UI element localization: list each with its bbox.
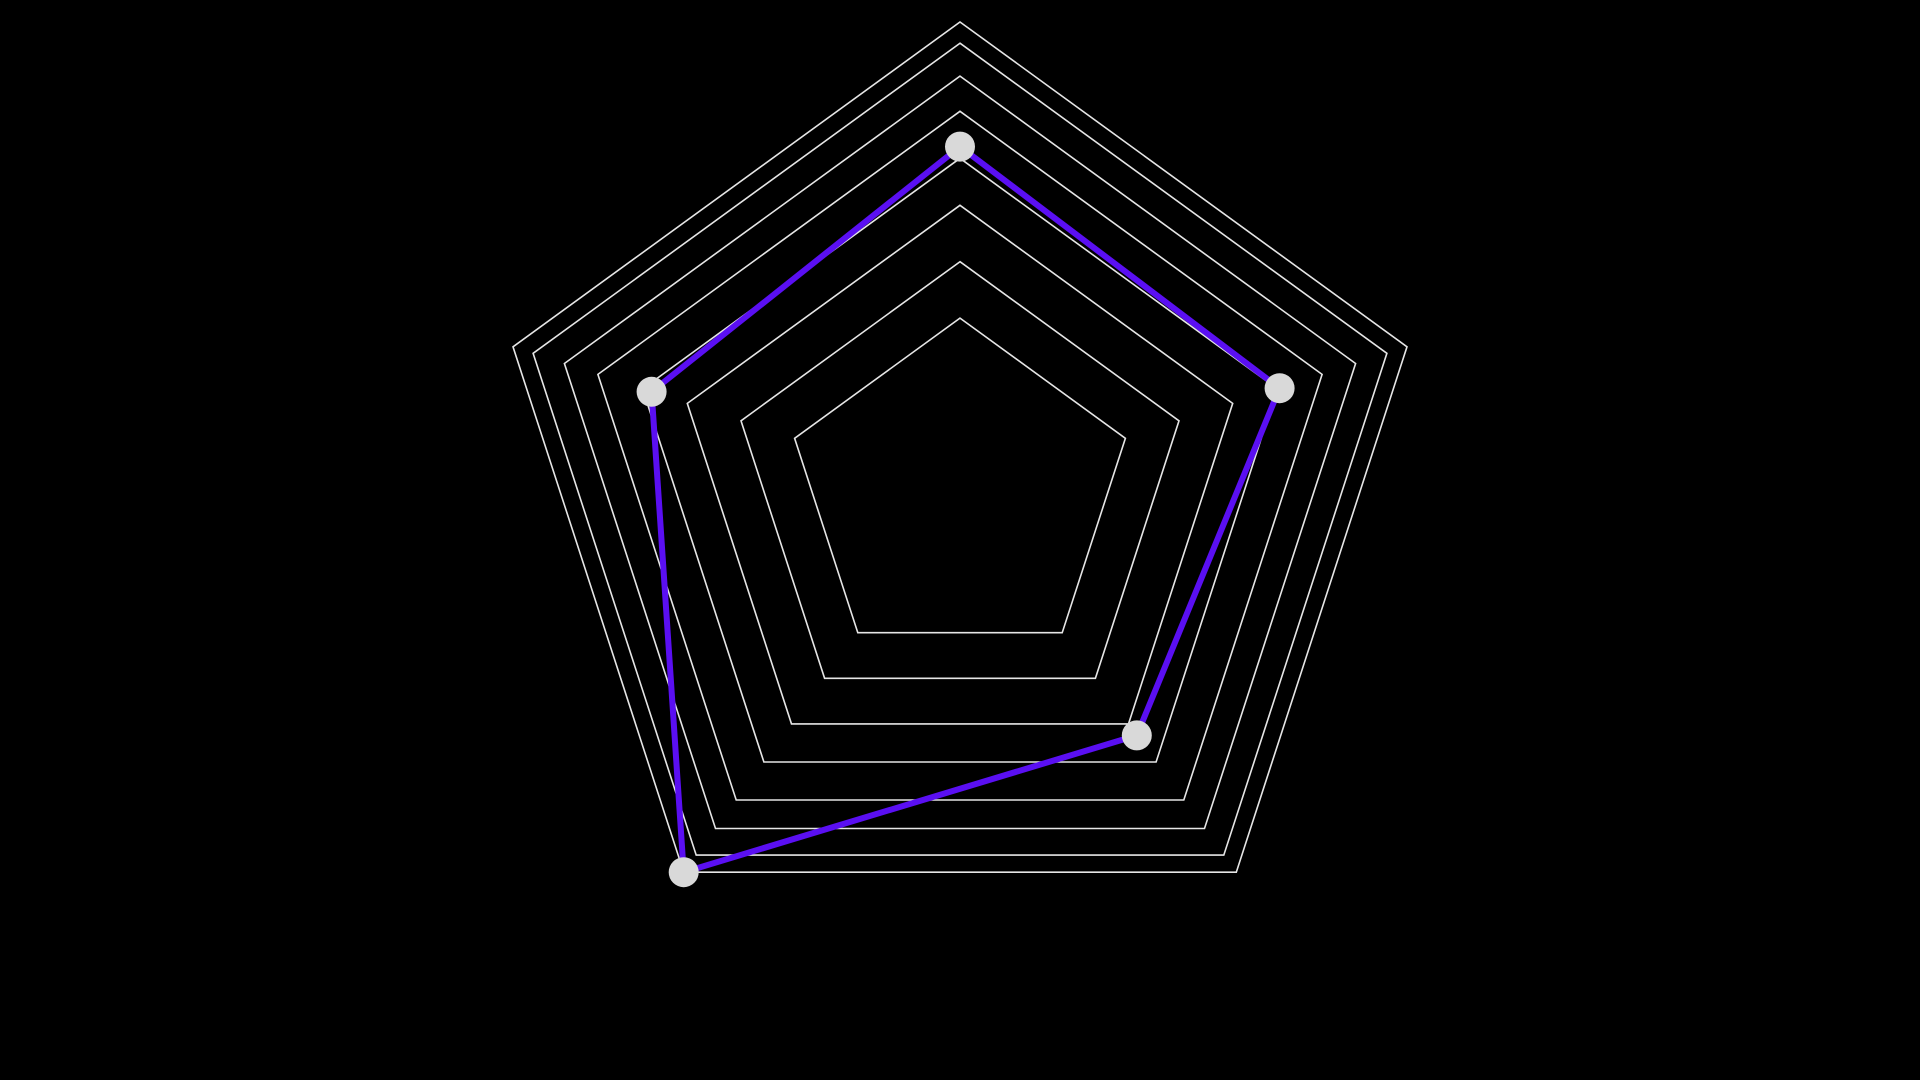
data-point-3 xyxy=(1121,720,1152,751)
grid-ring-8 xyxy=(512,21,1408,874)
data-point-4 xyxy=(668,857,699,888)
grid-ring-2 xyxy=(740,260,1180,680)
data-point-1 xyxy=(945,131,975,162)
grid-ring-6 xyxy=(563,75,1357,830)
grid-ring-1 xyxy=(793,317,1127,634)
radar-series xyxy=(648,143,1283,876)
grid-ring-3 xyxy=(686,204,1234,725)
grid-ring-5 xyxy=(596,110,1324,801)
data-point-2 xyxy=(1264,373,1295,404)
radar-markers xyxy=(636,131,1295,888)
radar-grid xyxy=(512,21,1408,874)
grid-ring-7 xyxy=(532,42,1388,856)
data-point-5 xyxy=(636,376,667,407)
series-line-1 xyxy=(648,143,1283,876)
grid-ring-4 xyxy=(641,157,1279,763)
